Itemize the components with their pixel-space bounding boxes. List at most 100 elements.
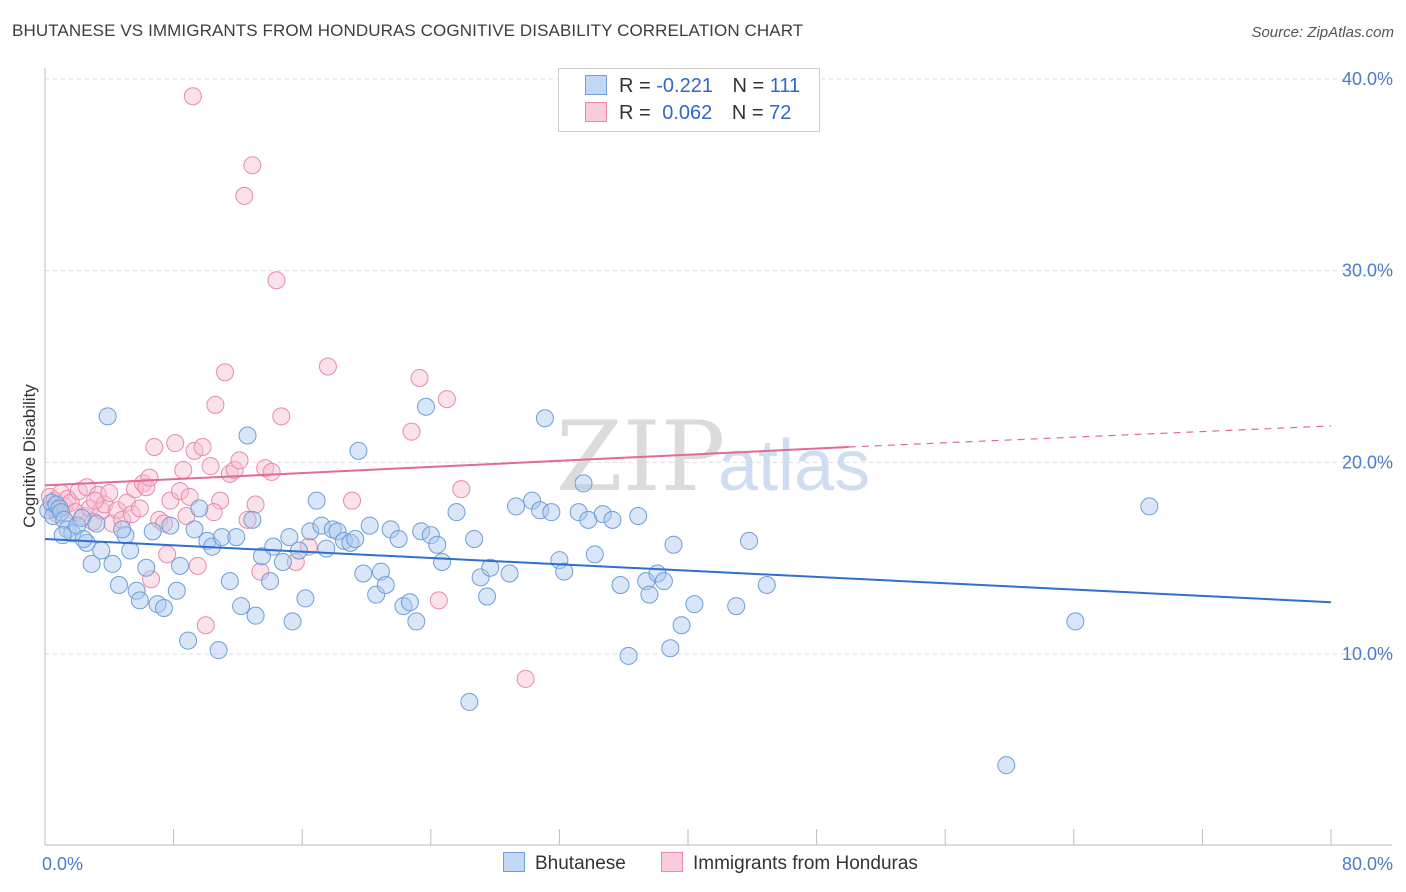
data-point-honduras [516,669,535,688]
x-tick-label: 80.0% [1342,854,1393,874]
y-tick-label: 20.0% [1342,452,1393,472]
data-point-bhutanese [661,639,680,658]
data-point-honduras [180,487,199,506]
chart-title: BHUTANESE VS IMMIGRANTS FROM HONDURAS CO… [12,21,804,40]
legend-r-value: 0.062 [662,102,713,124]
data-point-bhutanese [629,507,648,525]
data-point-bhutanese [555,562,574,581]
data-point-honduras [225,461,244,479]
legend-n-value: 72 [769,102,792,124]
data-point-honduras [130,499,149,518]
source-label: Source: ZipAtlas.com [1251,24,1394,41]
data-point-honduras [243,156,262,175]
data-point-honduras [251,562,270,581]
grid-lines [45,78,1392,655]
data-point-bhutanese [611,576,630,594]
data-point-bhutanese [121,541,140,560]
data-point-honduras [216,363,235,382]
data-point-bhutanese [371,562,390,581]
legend-row-bhutanese: R = -0.221 N = 111 [585,75,800,99]
watermark-atlas: atlas [718,426,870,506]
data-point-honduras [113,510,132,529]
data-point-bhutanese [654,572,673,591]
legend-row-honduras: R = 0.062 N = 72 [585,102,791,126]
data-point-bhutanese [685,595,704,614]
data-point-bhutanese [92,541,111,560]
data-point-bhutanese [220,572,239,591]
data-point-bhutanese [603,510,622,529]
data-point-bhutanese [535,409,554,428]
data-point-honduras [100,484,119,502]
data-point-honduras [402,422,421,441]
data-point-honduras [174,461,193,479]
data-point-honduras [318,357,337,376]
data-point-bhutanese [481,558,500,577]
data-point-honduras [188,556,207,575]
data-point-bhutanese [346,530,365,548]
series-bhutanese-points [39,397,1159,775]
data-point-bhutanese [198,531,217,550]
data-point-bhutanese [389,530,408,548]
data-point-bhutanese [301,522,320,541]
data-point-bhutanese [212,528,231,547]
data-point-bhutanese [400,593,419,612]
bottom-legend-swatch-pink [661,852,683,872]
data-point-bhutanese [421,526,440,545]
data-point-honduras [272,407,291,426]
data-point-bhutanese [317,539,336,558]
legend-r-label: R = [619,75,651,97]
correlation-legend: R = -0.221 N = 111 R = 0.062 N = 72 [558,68,820,132]
data-point-bhutanese [82,554,101,573]
data-point-honduras [196,616,215,635]
data-point-bhutanese [407,612,426,631]
y-tick-label: 40.0% [1342,69,1393,89]
data-point-bhutanese [312,516,331,535]
data-point-bhutanese [727,597,746,616]
data-point-bhutanese [433,553,452,571]
data-point-bhutanese [593,505,612,524]
trend-line-honduras-extension [848,425,1332,448]
trend-line-honduras [44,446,849,487]
data-point-bhutanese [179,631,198,650]
data-point-honduras [140,468,159,487]
tick-labels: 10.0% 20.0% 30.0% 40.0% 0.0% 80.0% [42,69,1393,874]
data-point-honduras [246,495,265,514]
data-point-bhutanese [447,503,466,522]
data-point-bhutanese [261,572,280,591]
legend-swatch-blue [585,75,607,95]
data-point-bhutanese [232,597,251,616]
data-point-bhutanese [367,585,386,604]
data-point-bhutanese [87,514,106,533]
data-point-bhutanese [280,528,299,547]
trend-lines [44,425,1332,604]
data-point-honduras [161,491,180,510]
data-point-bhutanese [238,426,257,445]
data-point-bhutanese [103,554,122,573]
data-point-bhutanese [471,568,490,587]
bottom-legend-bhutanese: Bhutanese [503,852,626,875]
data-point-bhutanese [672,616,691,635]
series-honduras-points [40,87,535,688]
axes [44,68,1392,846]
data-point-bhutanese [190,499,209,518]
data-point-honduras [211,491,230,510]
data-point-honduras [343,491,362,510]
legend-n-label: N = [732,75,765,97]
data-point-bhutanese [757,576,776,594]
data-point-bhutanese [167,581,186,600]
data-point-honduras [437,390,456,409]
data-point-honduras [262,462,281,481]
data-point-bhutanese [113,520,132,539]
data-point-honduras [429,591,448,610]
data-point-bhutanese [127,581,146,600]
data-point-bhutanese [227,528,246,547]
data-point-bhutanese [171,556,190,575]
data-point-bhutanese [360,516,379,535]
data-point-honduras [137,478,156,497]
data-point-bhutanese [585,545,604,564]
y-axis-label: Cognitive Disability [20,384,39,528]
data-point-bhutanese [1066,612,1085,631]
data-point-bhutanese [246,606,265,625]
bottom-legend-label: Immigrants from Honduras [693,853,918,874]
